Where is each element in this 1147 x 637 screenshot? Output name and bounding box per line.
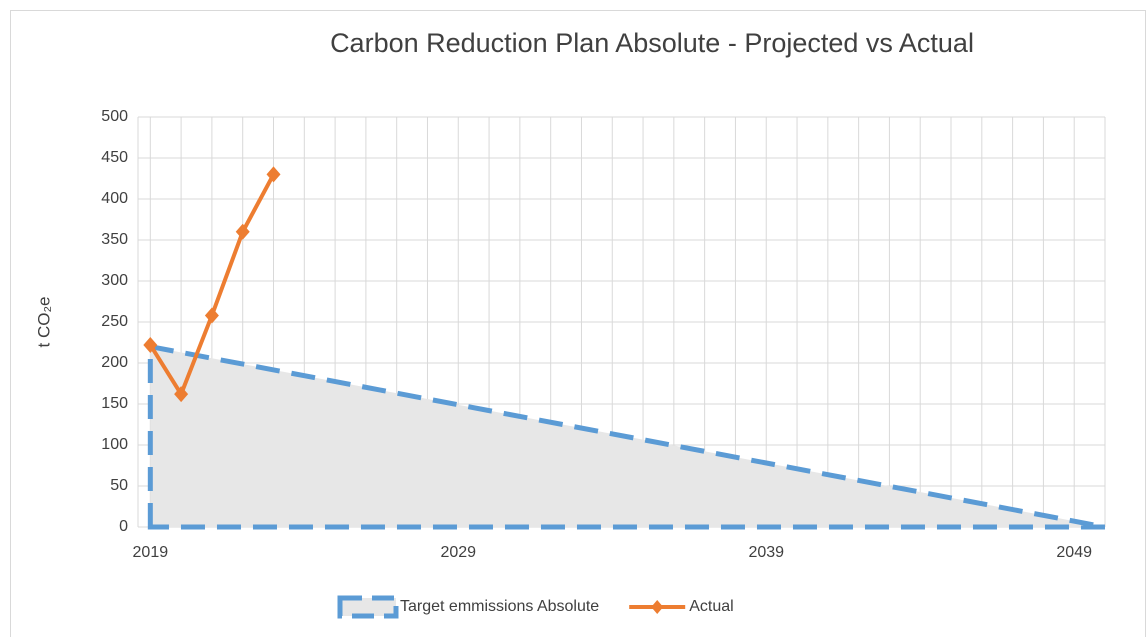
y-tick-label: 250 (101, 313, 128, 330)
x-tick-label: 2049 (1056, 544, 1092, 561)
y-tick-label: 50 (110, 477, 128, 494)
area (147, 343, 1106, 530)
y-tick-label: 350 (101, 231, 128, 248)
marker (143, 336, 158, 353)
chart-title: Carbon Reduction Plan Absolute - Project… (330, 28, 974, 58)
x-tick-label: 2029 (440, 544, 476, 561)
y-tick-label: 300 (101, 272, 128, 289)
x-tick-label: 2039 (748, 544, 784, 561)
marker (266, 166, 281, 183)
y-tick-label: 450 (101, 149, 128, 166)
legend-swatch (337, 595, 399, 619)
marker (174, 386, 189, 403)
y-axis-label: t CO₂e (34, 297, 53, 348)
legend-label: Actual (689, 598, 733, 615)
legend-marker (651, 600, 664, 614)
marker (235, 223, 250, 240)
y-tick-label: 500 (101, 108, 128, 125)
legend-label: Target emmissions Absolute (400, 598, 599, 615)
chart-frame (10, 10, 1146, 637)
x-tick-label: 2019 (133, 544, 169, 561)
y-tick-label: 100 (101, 436, 128, 453)
y-tick-label: 400 (101, 190, 128, 207)
y-tick-label: 150 (101, 395, 128, 412)
y-tick-label: 200 (101, 354, 128, 371)
marker (204, 307, 219, 324)
y-tick-label: 0 (119, 518, 128, 535)
